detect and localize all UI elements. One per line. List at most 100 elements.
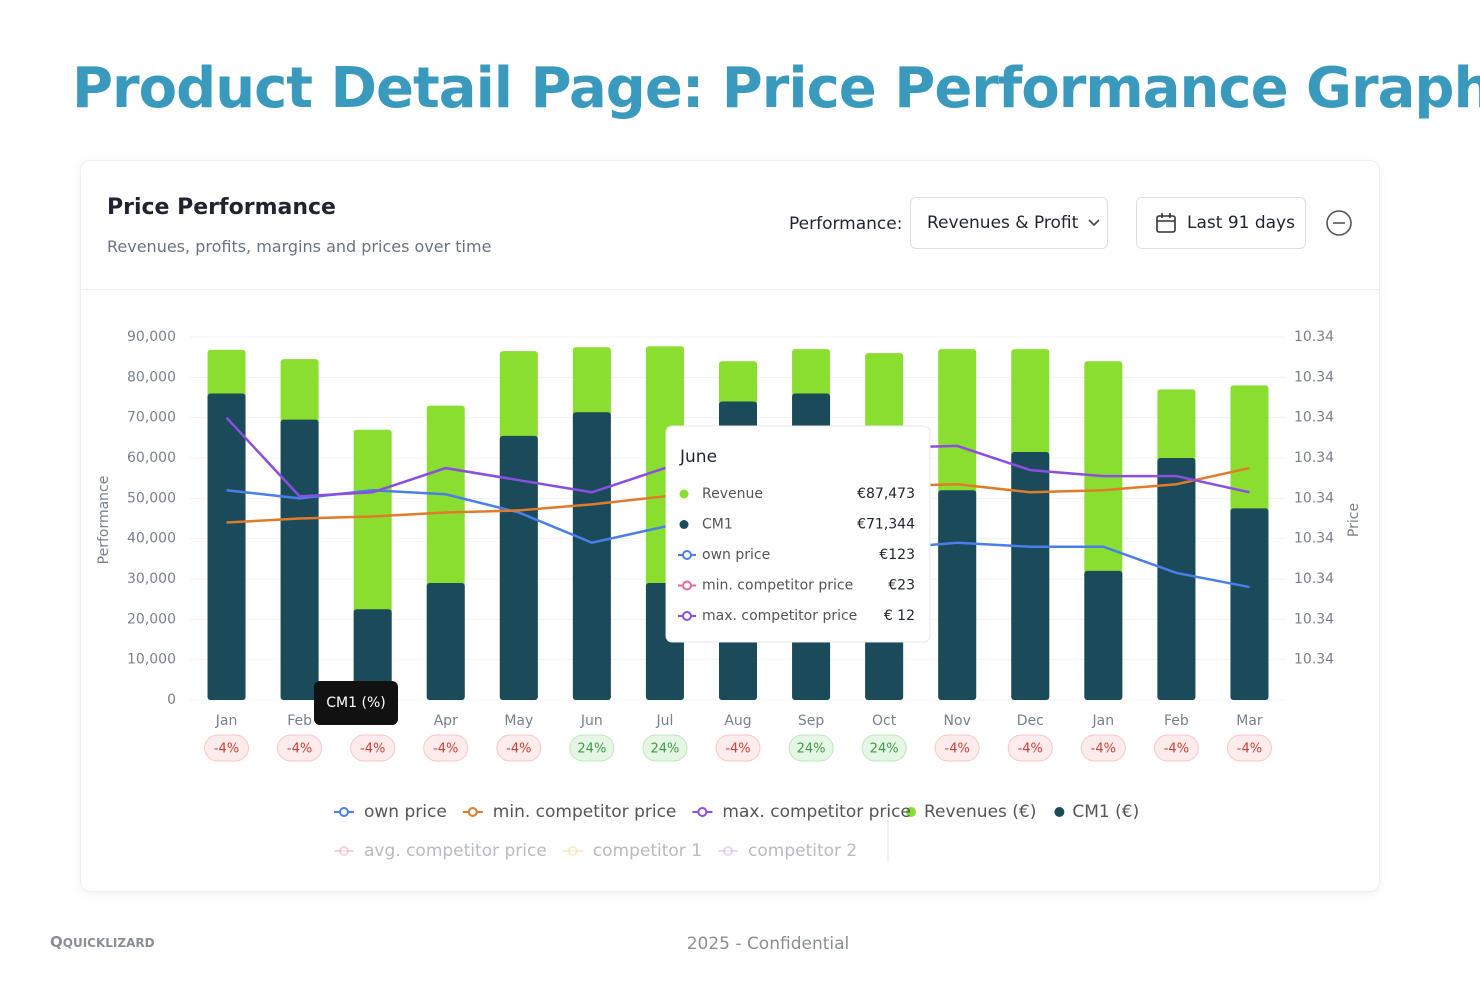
tooltip-value: €23 [888,578,915,594]
legend-dot [906,807,916,817]
footer-brand: QQUICKLIZARD [50,933,155,951]
bar [353,609,392,700]
bar [1084,570,1123,700]
y2-tick-label: 10.34 [1294,329,1334,345]
bar [938,490,977,700]
badge-label: -4% [214,742,239,757]
badge [496,734,542,762]
tooltip-value: €71,344 [857,517,915,533]
tooltip-dot [682,611,692,621]
date-range-button[interactable]: Last 91 days [1136,197,1306,249]
bar [499,435,538,700]
collapse-button[interactable] [1325,209,1353,237]
footer-note: 2025 - Confidential [686,934,850,954]
badge-label: -4% [1018,742,1043,757]
y-tick-label: 30,000 [127,571,176,587]
y-tick-label: 20,000 [127,611,176,627]
badge [861,734,907,762]
divider [81,289,1379,290]
y2-axis-label: Price [1346,503,1362,537]
y2-tick-label: 10.34 [1294,652,1334,668]
date-range-value: Last 91 days [1187,213,1295,233]
tooltip-label: min. competitor price [702,578,853,594]
y-tick-label: 0 [167,692,176,708]
x-tick-label: Feb [1164,713,1189,729]
badge [423,734,469,762]
legend-label: Revenues (€) [924,802,1036,822]
badge [350,734,396,762]
tooltip-dot [682,550,692,560]
x-tick-label: Apr [434,713,458,729]
y-tick-label: 80,000 [127,369,176,385]
badge-label: -4% [360,742,385,757]
bar [1157,458,1196,700]
badge [277,734,323,762]
select-value: Revenues & Profit [927,213,1079,233]
x-tick-label: Sep [798,713,825,729]
performance-label: Performance: [789,214,903,234]
card-subtitle: Revenues, profits, margins and prices ov… [107,237,492,256]
x-tick-label: Jul [655,713,673,729]
legend-dot [467,807,478,817]
badge [204,734,250,762]
y-tick-label: 50,000 [127,490,176,506]
hover-label-box [314,681,398,725]
legend-label: own price [364,802,447,822]
y-tick-label: 40,000 [127,531,176,547]
y-tick-label: 90,000 [127,329,176,345]
tooltip-dot [682,580,692,591]
y2-tick-label: 10.34 [1294,369,1334,385]
badge [788,734,834,762]
badge-label: -4% [506,742,531,757]
legend-label: CM1 (€) [1072,802,1139,822]
bar [1230,508,1269,700]
y2-tick-label: 10.34 [1294,410,1334,426]
y2-tick-label: 10.34 [1294,531,1334,547]
y2-tick-label: 10.34 [1294,571,1334,587]
tooltip-label: max. competitor price [702,608,857,624]
legend-dot [339,846,349,856]
badge [642,734,688,762]
tooltip-dot [679,520,689,529]
badge [569,734,615,762]
x-tick-label: Jun [580,713,603,729]
hover-label: CM1 (%) [326,695,385,711]
y2-tick-label: 10.34 [1294,611,1334,627]
bar [426,583,465,700]
badge [1080,734,1126,762]
x-tick-label: Mar [1236,713,1263,729]
legend-label: min. competitor price [493,802,677,822]
tooltip-value: € 12 [884,608,915,624]
legend-dot [697,807,708,817]
bar [280,419,319,700]
badge [1226,734,1272,762]
badge [1007,734,1053,762]
y-axis-label: Performance [96,476,112,565]
x-tick-label: Aug [724,713,751,729]
badge [715,734,761,762]
badge-label: -4% [1237,742,1262,757]
badge-label: 24% [577,742,606,757]
slide-title: Product Detail Page: Price Performance G… [72,56,1480,121]
tooltip-label: CM1 [702,517,733,533]
x-tick-label: Nov [944,713,971,729]
x-tick-label: Jan [1092,713,1115,729]
card-title: Price Performance [107,195,336,220]
legend-dot [339,807,349,817]
x-tick-label: Dec [1017,713,1044,729]
tooltip-label: own price [702,547,770,563]
badge-label: -4% [1164,742,1189,757]
tooltip-value: €123 [879,547,915,563]
performance-select[interactable]: Revenues & Profit [910,197,1108,249]
badge-label: 24% [870,742,899,757]
legend-dot [567,846,578,856]
x-tick-label: May [504,713,533,729]
bar [572,412,611,700]
x-tick-label: Oct [872,713,897,729]
bar [1011,451,1050,700]
tooltip-box [665,425,931,643]
calendar-icon [1156,213,1176,233]
badge-label: -4% [945,742,970,757]
